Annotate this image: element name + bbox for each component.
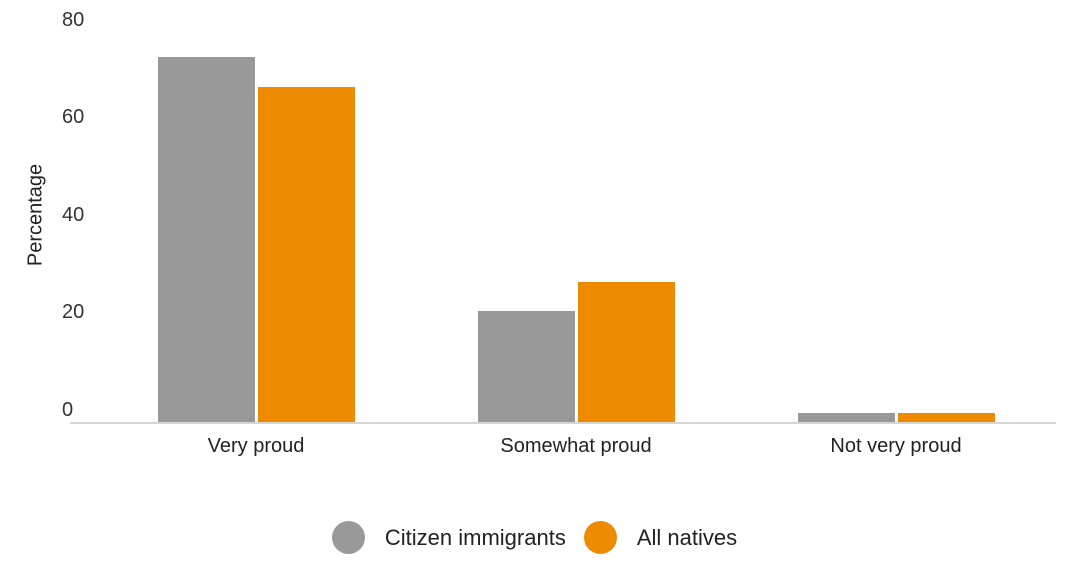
y-axis-label: Percentage (24, 163, 47, 267)
category-label-somewhat-proud: Somewhat proud (500, 435, 652, 457)
category-label-not-very-proud: Not very proud (830, 435, 962, 457)
bar-not-very-proud-citizen-immigrants (798, 413, 895, 423)
legend-swatch-icon (583, 521, 617, 554)
category-label-very-proud: Very proud (207, 435, 305, 457)
y-tick-40: 40 (62, 204, 85, 226)
bar-very-proud-citizen-immigrants (158, 57, 255, 423)
y-tick-60: 60 (62, 106, 85, 128)
legend-label: All natives (636, 524, 738, 550)
legend-swatch-icon (331, 521, 365, 554)
legend-item-citizen-immigrants[interactable]: Citizen immigrants (331, 521, 566, 554)
y-tick-0: 0 (62, 399, 74, 421)
x-axis-baseline (70, 422, 1056, 424)
y-tick-80: 80 (62, 9, 85, 31)
y-tick-20: 20 (62, 301, 85, 323)
bar-very-proud-all-natives (258, 86, 355, 423)
legend-label: Citizen immigrants (384, 524, 566, 550)
legend-item-all-natives[interactable]: All natives (583, 521, 738, 554)
bar-somewhat-proud-all-natives (578, 281, 675, 423)
bar-not-very-proud-all-natives (898, 413, 995, 423)
bar-somewhat-proud-citizen-immigrants (478, 310, 575, 423)
legend: Citizen immigrants All natives (0, 521, 1069, 554)
